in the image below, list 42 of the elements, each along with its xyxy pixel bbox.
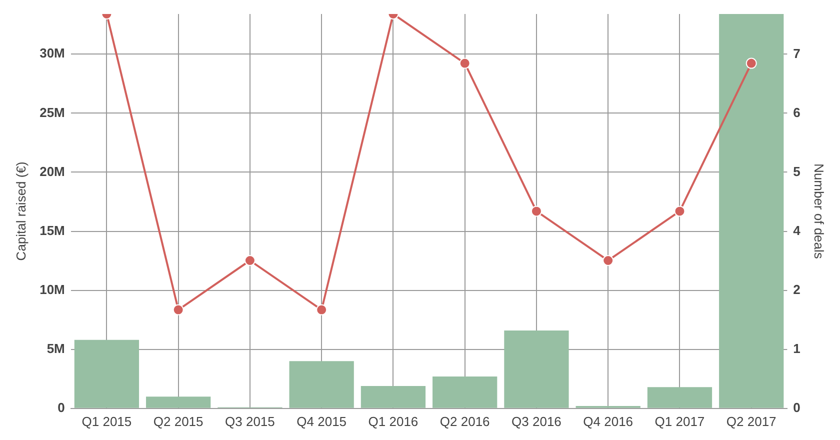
- y-tick-label: 15M: [40, 222, 65, 238]
- y2-tick-label: 5: [793, 164, 800, 180]
- x-tick-label: Q2 2016: [440, 414, 490, 429]
- bar: [289, 361, 354, 408]
- bar: [647, 387, 712, 408]
- y-tick-label: 0: [58, 400, 65, 415]
- x-tick-label: Q3 2016: [512, 414, 562, 429]
- x-tick-label: Q4 2016: [583, 414, 634, 429]
- y2-tick-label: 1: [793, 341, 800, 356]
- y-tick-label: 20M: [40, 164, 65, 179]
- x-tick-label: Q2 2017: [726, 414, 776, 429]
- y-tick-label: 30M: [40, 46, 65, 61]
- y2-tick-label: 6: [793, 105, 800, 120]
- x-tick-label: Q1 2015: [82, 414, 132, 429]
- bar: [74, 340, 140, 408]
- y2-tick-label: 7: [793, 46, 800, 62]
- x-tick-label: Q4 2015: [296, 414, 347, 429]
- x-tick-label: Q2 2015: [153, 414, 204, 429]
- bar: [719, 14, 784, 408]
- point: [674, 206, 686, 217]
- bar: [432, 376, 498, 408]
- point: [530, 206, 542, 217]
- y2-tick-label: 4: [793, 223, 802, 238]
- x-tick-label: Q3 2015: [225, 414, 275, 429]
- y2-tick-label: 2: [793, 282, 800, 298]
- point: [244, 255, 256, 266]
- y2-tick-label: 0: [793, 400, 800, 415]
- point: [602, 255, 614, 266]
- point: [172, 304, 184, 316]
- y-tick-label: 5M: [46, 340, 65, 356]
- point: [316, 304, 328, 316]
- bar: [504, 330, 569, 408]
- x-tick-label: Q1 2017: [654, 414, 705, 429]
- x-tick-label: Q1 2016: [368, 414, 418, 429]
- point: [459, 58, 470, 69]
- y-tick-label: 10M: [40, 282, 65, 297]
- bar: [360, 386, 426, 408]
- y-tick-label: 25M: [40, 104, 65, 120]
- y2-axis-title: Number of deals: [812, 164, 827, 260]
- point: [746, 58, 757, 69]
- bar: [146, 396, 211, 408]
- y-axis-title: Capital raised (€): [13, 162, 28, 261]
